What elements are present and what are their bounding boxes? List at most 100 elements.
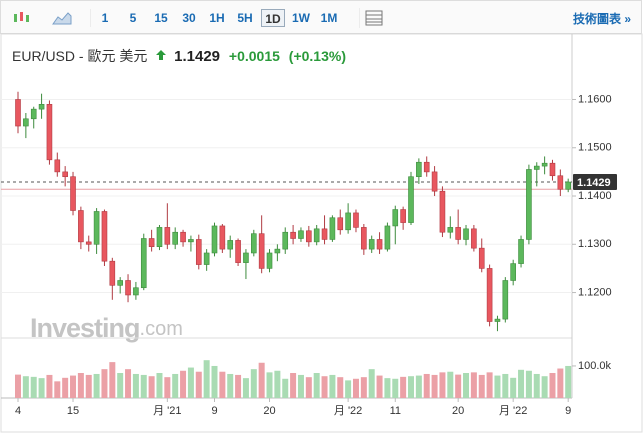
candle-body [211,225,218,254]
candle-body [109,260,116,286]
candle-body [38,104,45,110]
volume-bar [282,378,289,398]
candle-body [243,252,249,263]
volume-bar [62,377,69,398]
volume-bar [77,373,84,398]
volume-bar [15,374,21,398]
volume-bar [337,377,344,398]
candle-body [101,211,108,262]
candle-body [447,227,454,233]
candle-body [290,231,296,239]
y-tick-label: 1.1600 [578,93,612,105]
interval-button[interactable]: 1M [320,11,338,25]
candle-body [565,181,572,190]
candle-body [455,227,461,240]
candle-body [400,209,406,223]
candle-body [313,228,320,243]
volume-bar [549,373,556,398]
candle-body [282,231,289,250]
technical-link[interactable]: 技術圖表 » [572,12,631,26]
candle-body [23,118,29,127]
volume-bar [242,378,249,398]
candle-body [541,162,548,167]
volume-bar [470,372,477,398]
candle-body [423,161,430,173]
interval-button[interactable]: 1 [101,11,109,25]
interval-button[interactable]: 5H [237,11,253,25]
candle-body [93,211,100,245]
interval-button[interactable]: 1W [292,11,310,25]
volume-bar [329,374,336,398]
volume-bar [455,374,462,398]
chart-type-icons [14,9,91,27]
candle-body [510,263,516,281]
volume-bar [109,362,116,398]
candle-body [70,176,76,211]
volume-bar [345,380,352,398]
volume-bar [125,369,132,398]
interval-button[interactable]: 5 [129,11,137,25]
candle-body [133,287,139,296]
candle-icon[interactable] [14,12,29,22]
volume-bar [290,373,297,398]
interval-button[interactable]: 1D [261,9,285,27]
volume-bar [203,360,210,398]
candle-body [78,210,84,243]
volume-bar [408,376,414,398]
y-tick-label: 1.1300 [578,238,612,250]
interval-button[interactable]: 15 [154,11,168,25]
table-icon[interactable] [359,8,389,28]
volume-bar [313,373,320,398]
volume-bar [494,375,501,398]
volume-bar [447,371,454,398]
frame [0,33,643,433]
candle-body [353,212,359,228]
candle-body [46,104,53,161]
area-icon[interactable] [52,12,72,25]
candle-body [439,190,446,233]
interval-button[interactable]: 1H [209,11,225,25]
candle-body [140,238,147,289]
candle-body [54,159,61,173]
volume-bar [132,373,139,398]
volume-bar [164,377,171,398]
candle-body [345,212,351,231]
volume-bar [274,370,281,398]
candle-body [361,227,367,250]
candle-body [188,239,194,243]
candle-body [502,280,509,320]
volume-bar [101,369,108,398]
last-price-box [573,174,617,191]
volume-bar [172,373,179,398]
volume-bar [140,374,147,398]
toolbar: 1 5 15 30 1H 5H 1D 1W 1M 技術圖表 » [0,0,642,34]
volume-bar [22,376,29,398]
volume-bar [486,372,493,398]
volume-bar [439,372,446,398]
candle-body [235,240,241,263]
candle-body [463,228,469,240]
candle-body [392,209,399,227]
candle-body [85,241,92,245]
candle-body [30,108,37,120]
candle-body [494,318,501,322]
candle-body [471,228,477,249]
volume-bar [360,377,367,398]
volume-bar [211,365,218,398]
candle-body [416,161,422,178]
interval-button[interactable]: 30 [182,11,196,25]
volume-bar [525,370,532,398]
up-arrow [156,50,167,60]
candle-body [526,169,532,240]
volume-bar [431,374,438,398]
candle-body [266,252,273,269]
candle-body [549,162,556,177]
candle-body [219,225,226,250]
candle-body [62,171,68,178]
candle-body [258,233,265,269]
y-tick-label: 1.1500 [578,142,612,154]
candle-body [125,280,131,296]
volume-bar [156,373,163,398]
x-tick-label: 15 [67,405,79,417]
volume-bar [219,371,226,398]
